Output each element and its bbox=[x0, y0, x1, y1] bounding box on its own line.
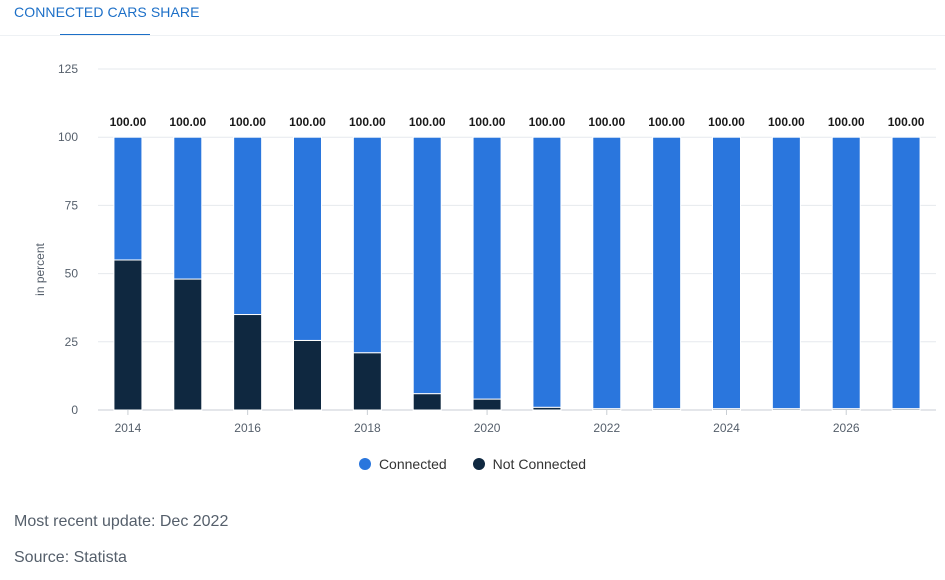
x-tick-label-2026: 2026 bbox=[833, 421, 860, 435]
bar-connected-2021 bbox=[532, 136, 562, 408]
legend-label-not-connected: Not Connected bbox=[492, 456, 587, 472]
update-note: Most recent update: Dec 2022 bbox=[14, 513, 229, 530]
x-tick-label-2014: 2014 bbox=[115, 421, 142, 435]
bar-connected-2025 bbox=[771, 136, 801, 410]
data-label-2026: 100.00 bbox=[828, 115, 865, 129]
title-divider bbox=[0, 35, 945, 36]
legend-item-not-connected[interactable]: Not Connected bbox=[472, 456, 587, 472]
legend-swatch-not-connected bbox=[472, 458, 485, 470]
bar-connected-2020 bbox=[472, 136, 502, 400]
bar-connected-2018 bbox=[352, 136, 382, 354]
bar-not-connected-2020 bbox=[472, 398, 502, 411]
y-tick-label-0: 0 bbox=[71, 403, 78, 417]
bar-not-connected-2019 bbox=[412, 393, 442, 411]
y-axis-title: in percent bbox=[33, 242, 47, 295]
bar-connected-2019 bbox=[412, 136, 442, 395]
data-label-2021: 100.00 bbox=[529, 115, 566, 129]
x-tick-label-2018: 2018 bbox=[354, 421, 381, 435]
data-label-2024: 100.00 bbox=[708, 115, 745, 129]
bar-connected-2024 bbox=[712, 136, 741, 410]
bar-connected-2027 bbox=[891, 136, 921, 410]
bar-connected-2016 bbox=[233, 136, 263, 316]
bar-connected-2015 bbox=[173, 136, 203, 280]
data-label-2022: 100.00 bbox=[588, 115, 625, 129]
x-tick-label-2020: 2020 bbox=[474, 421, 501, 435]
bar-not-connected-2018 bbox=[352, 352, 382, 411]
x-tick-label-2022: 2022 bbox=[593, 421, 620, 435]
data-label-2027: 100.00 bbox=[888, 115, 925, 129]
bar-not-connected-2016 bbox=[233, 314, 263, 411]
legend-item-connected[interactable]: Connected bbox=[358, 456, 447, 472]
data-label-2017: 100.00 bbox=[289, 115, 326, 129]
bar-connected-2023 bbox=[652, 136, 682, 410]
bar-connected-2017 bbox=[293, 136, 322, 341]
chart-title[interactable]: CONNECTED CARS SHARE bbox=[14, 4, 200, 20]
y-tick-label-50: 50 bbox=[65, 267, 79, 281]
y-tick-label-75: 75 bbox=[65, 198, 79, 212]
legend-label-connected: Connected bbox=[378, 456, 447, 472]
legend-swatch-connected bbox=[358, 458, 371, 470]
bar-not-connected-2015 bbox=[173, 278, 203, 411]
data-label-2016: 100.00 bbox=[229, 115, 266, 129]
bar-connected-2014 bbox=[113, 136, 143, 261]
data-label-2025: 100.00 bbox=[768, 115, 805, 129]
y-tick-label-125: 125 bbox=[58, 62, 78, 76]
y-tick-label-100: 100 bbox=[58, 130, 78, 144]
data-label-2018: 100.00 bbox=[349, 115, 386, 129]
x-tick-label-2024: 2024 bbox=[713, 421, 740, 435]
bar-connected-2022 bbox=[592, 136, 622, 410]
data-label-2019: 100.00 bbox=[409, 115, 446, 129]
data-label-2015: 100.00 bbox=[169, 115, 206, 129]
data-label-2023: 100.00 bbox=[648, 115, 685, 129]
bar-connected-2026 bbox=[831, 136, 861, 410]
x-tick-label-2016: 2016 bbox=[234, 421, 261, 435]
stacked-bar-chart: 0 25 50 75 100 125 in percent 100.00 100.00 100.0… bbox=[33, 62, 936, 435]
data-label-2020: 100.00 bbox=[469, 115, 506, 129]
bar-not-connected-2014 bbox=[113, 259, 143, 411]
y-tick-label-25: 25 bbox=[65, 335, 79, 349]
source-note: Source: Statista bbox=[14, 549, 127, 566]
data-label-2014: 100.00 bbox=[110, 115, 147, 129]
bar-not-connected-2017 bbox=[293, 339, 322, 411]
chart-legend: Connected Not Connected bbox=[0, 456, 945, 472]
